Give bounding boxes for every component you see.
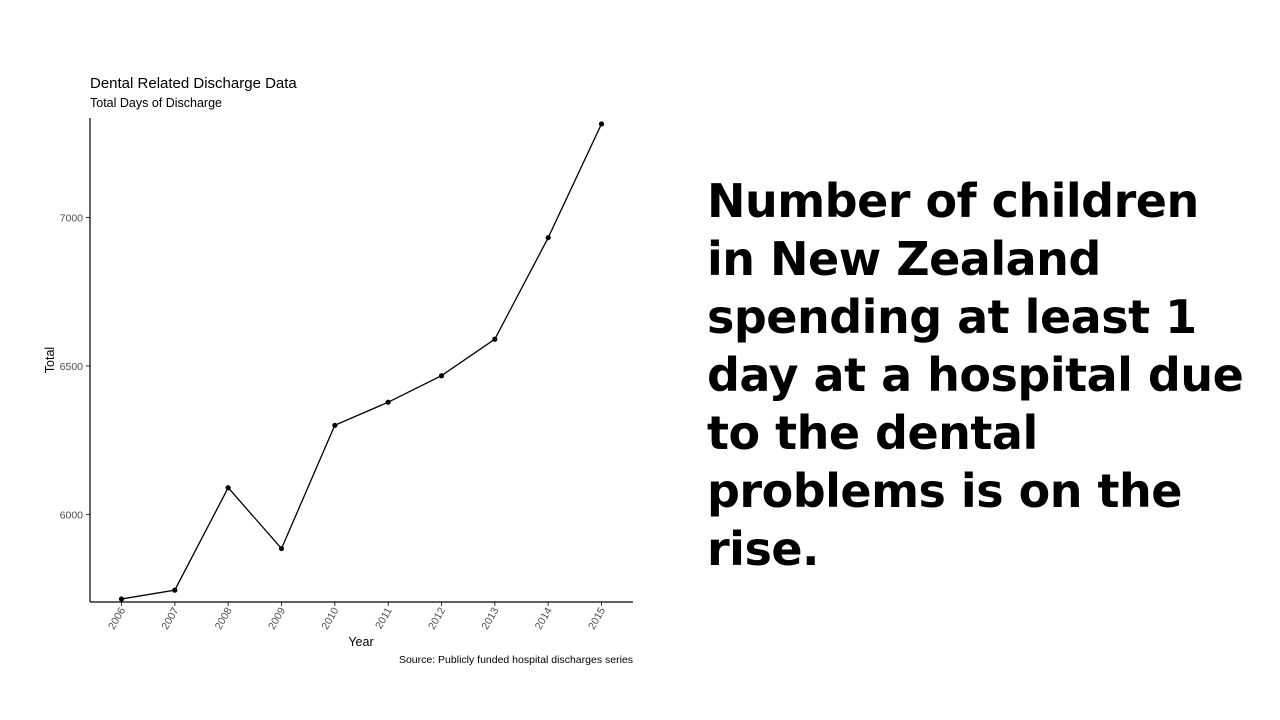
series-line bbox=[121, 123, 603, 600]
data-point bbox=[438, 373, 445, 379]
chart: Dental Related Discharge Data Total Days… bbox=[43, 75, 633, 666]
x-tick-label: 2011 bbox=[373, 605, 395, 631]
chart-subtitle: Total Days of Discharge bbox=[90, 96, 222, 110]
x-tick-label: 2012 bbox=[426, 605, 448, 631]
data-point bbox=[172, 587, 178, 593]
data-point bbox=[332, 422, 338, 428]
y-axis-title: Total bbox=[43, 347, 57, 373]
data-points bbox=[118, 121, 605, 602]
y-axis-ticks: 6000 6500 7000 bbox=[60, 212, 90, 521]
data-point bbox=[492, 336, 498, 342]
data-point bbox=[278, 545, 285, 552]
x-tick-label: 2006 bbox=[106, 605, 128, 631]
data-point bbox=[545, 235, 551, 241]
chart-title: Dental Related Discharge Data bbox=[90, 75, 297, 92]
y-tick-label: 7000 bbox=[60, 212, 84, 224]
data-point bbox=[118, 596, 125, 602]
y-tick-label: 6500 bbox=[60, 361, 84, 373]
x-axis-title: Year bbox=[348, 635, 373, 649]
chart-caption: Source: Publicly funded hospital dischar… bbox=[399, 654, 633, 666]
data-point bbox=[225, 485, 231, 491]
x-tick-label: 2015 bbox=[586, 605, 608, 631]
x-axis-ticks: 2006 2007 2008 2009 2010 2011 2012 2013 2014 2015 bbox=[106, 602, 608, 632]
data-point bbox=[598, 121, 605, 127]
x-tick-label: 2014 bbox=[533, 605, 555, 631]
x-tick-label: 2008 bbox=[213, 605, 235, 631]
x-tick-label: 2010 bbox=[319, 605, 341, 631]
slide-headline: Number of children in New Zealand spendi… bbox=[707, 174, 1244, 576]
x-tick-label: 2009 bbox=[266, 605, 288, 631]
x-tick-label: 2007 bbox=[159, 605, 181, 631]
y-tick-label: 6000 bbox=[60, 509, 84, 521]
x-tick-label: 2013 bbox=[479, 605, 501, 631]
data-point bbox=[385, 399, 391, 405]
